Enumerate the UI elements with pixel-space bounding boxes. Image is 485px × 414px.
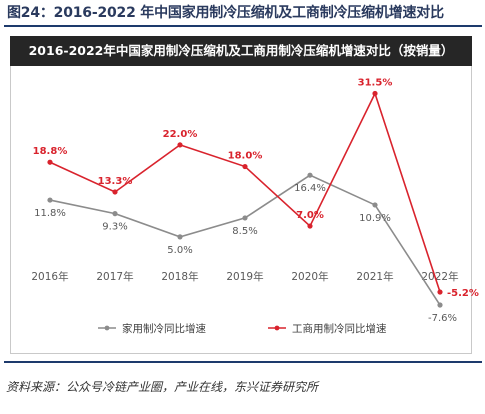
series-line-0	[49, 174, 441, 306]
data-label: 18.8%	[33, 146, 68, 157]
chart-title: 2016-2022年中国家用制冷压缩机及工商用制冷压缩机增速对比（按销量）	[10, 36, 472, 66]
data-point	[437, 289, 443, 295]
data-point	[437, 302, 443, 308]
data-point	[307, 223, 313, 229]
data-label: 9.3%	[102, 222, 127, 233]
data-label: 22.0%	[163, 129, 198, 140]
data-point	[307, 172, 313, 178]
x-tick-label: 2016年	[31, 270, 68, 283]
data-point	[372, 202, 378, 208]
legend-marker	[274, 325, 280, 331]
data-label: 7.0%	[296, 210, 324, 221]
source-note: 资料来源：公众号冷链产业圈，产业在线，东兴证券研究所	[6, 380, 319, 394]
data-point	[177, 142, 183, 148]
data-label: 5.0%	[167, 245, 192, 256]
figure-title: 图24：2016-2022 年中国家用制冷压缩机及工商制冷压缩机增速对比	[7, 5, 444, 21]
data-label: 16.4%	[294, 183, 326, 194]
data-label: 11.8%	[34, 208, 66, 219]
series-line-1	[49, 91, 441, 293]
data-point	[177, 234, 183, 240]
x-tick-label: 2019年	[226, 270, 263, 283]
data-label: -7.6%	[428, 313, 457, 324]
legend-marker	[104, 325, 110, 331]
x-tick-label: 2022年	[421, 270, 458, 283]
data-label: 10.9%	[359, 213, 391, 224]
data-label: 8.5%	[232, 226, 257, 237]
data-point	[372, 90, 378, 97]
data-label: 31.5%	[358, 78, 393, 89]
title-rule	[4, 25, 482, 27]
data-label: 18.0%	[228, 151, 263, 162]
x-tick-label: 2021年	[356, 270, 393, 283]
x-tick-label: 2018年	[161, 270, 198, 283]
data-point	[112, 189, 118, 195]
x-tick-label: 2017年	[96, 270, 133, 283]
source-rule	[4, 361, 482, 363]
data-label: 13.3%	[98, 176, 133, 187]
legend-label: 工商用制冷同比增速	[292, 322, 387, 335]
data-point	[112, 211, 118, 217]
data-point	[242, 215, 248, 221]
data-point	[47, 197, 53, 203]
data-label: -5.2%	[447, 288, 479, 299]
legend-label: 家用制冷同比增速	[122, 322, 206, 335]
data-point	[47, 159, 53, 165]
x-tick-label: 2020年	[291, 270, 328, 283]
data-point	[242, 163, 248, 170]
